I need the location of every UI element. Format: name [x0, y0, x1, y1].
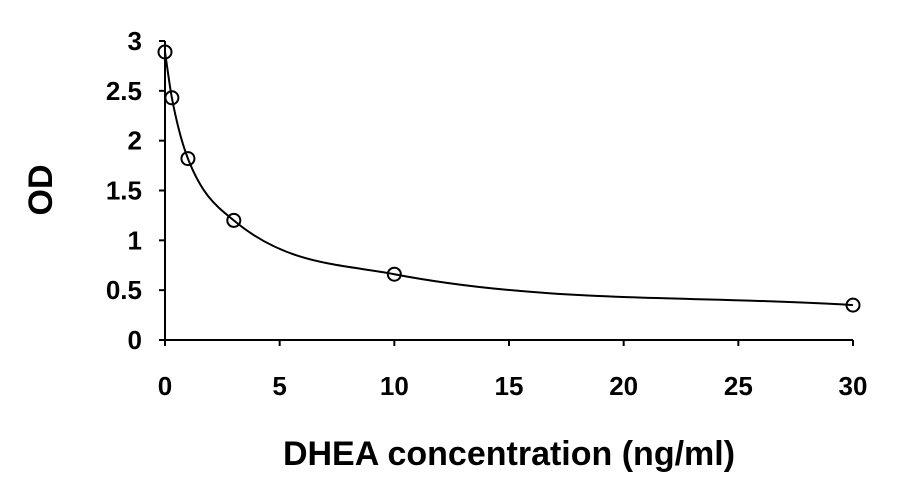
x-tick-label: 5 [272, 371, 286, 401]
y-tick-label: 0 [128, 325, 142, 355]
data-points [157, 44, 861, 313]
y-tick-label: 2.5 [106, 76, 142, 106]
x-axis-title: DHEA concentration (ng/ml) [283, 435, 735, 473]
data-point [164, 90, 180, 106]
y-tick-label: 1 [128, 225, 142, 255]
y-tick-label: 0.5 [106, 275, 142, 305]
data-point [180, 151, 196, 167]
data-point [226, 212, 242, 228]
y-tick-label: 3 [128, 26, 142, 56]
y-axis-title: OD [22, 165, 60, 216]
x-tick-label: 10 [380, 371, 409, 401]
x-tick-label: 30 [839, 371, 868, 401]
axes [159, 40, 854, 346]
y-tick-label: 1.5 [106, 176, 142, 206]
y-tick-label: 2 [128, 126, 142, 156]
x-tick-label: 15 [495, 371, 524, 401]
x-tick-labels: 0 5 10 15 20 25 30 [158, 371, 868, 401]
x-tick-label: 0 [158, 371, 172, 401]
x-tick-label: 20 [609, 371, 638, 401]
x-tick-label: 25 [724, 371, 753, 401]
data-point [157, 44, 173, 60]
y-tick-labels: 0 0.5 1 1.5 2 2.5 3 [106, 26, 142, 355]
trendline [164, 51, 854, 307]
data-point [386, 266, 402, 282]
trendline-group [164, 51, 854, 307]
data-point [845, 297, 861, 313]
